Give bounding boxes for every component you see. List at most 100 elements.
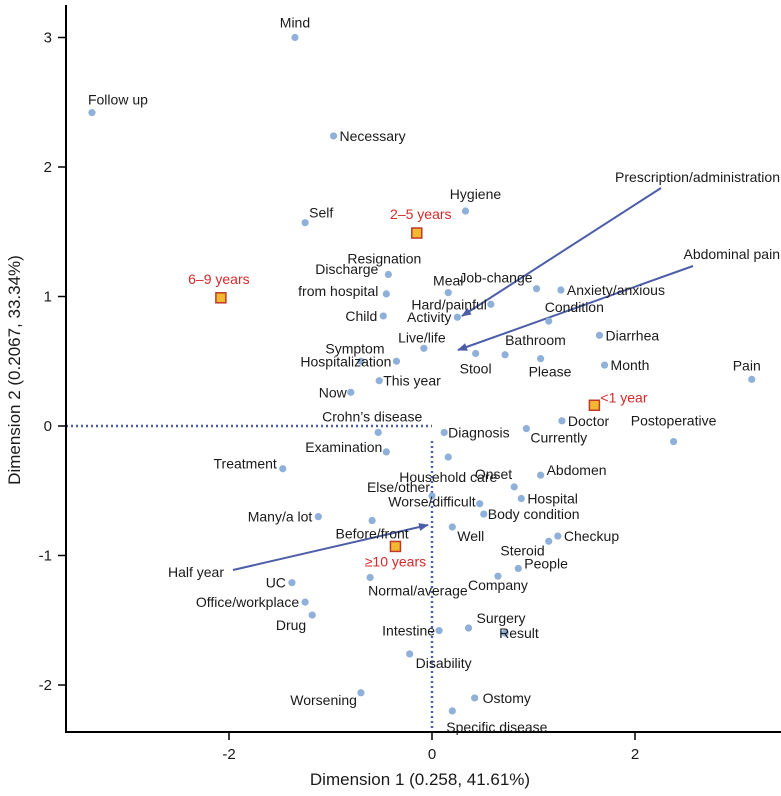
word-point-company — [494, 572, 502, 580]
word-point-diagnosis — [440, 428, 448, 437]
word-label-diarrhea: Diarrhea — [605, 327, 659, 343]
word-point-drug — [308, 611, 316, 619]
y-tick-label: -2 — [39, 677, 52, 694]
half-year-arrow — [232, 523, 429, 571]
group-label-10-years: ≥10 years — [365, 553, 426, 569]
word-point-disability — [406, 650, 414, 658]
word-label-people: People — [524, 555, 568, 571]
word-label-worsening: Worsening — [290, 692, 357, 708]
word-label-diagnosis: Diagnosis — [448, 424, 509, 440]
word-label-self: Self — [309, 205, 333, 221]
word-point-office-workplace — [301, 598, 309, 606]
group-label-6-9-years: 6–9 years — [188, 271, 249, 287]
word-label-disability: Disability — [416, 655, 472, 671]
word-label-specific-disease: Specific disease — [446, 719, 547, 735]
word-label-result: Result — [499, 625, 539, 641]
word-label-household-care: Household care — [399, 469, 497, 485]
word-label-child: Child — [345, 308, 377, 324]
word-label-anxiety-anxious: Anxiety/anxious — [567, 282, 665, 298]
word-label-treatment: Treatment — [214, 456, 277, 472]
word-label-currently: Currently — [530, 430, 587, 446]
word-point-bathroom — [501, 351, 509, 359]
word-label-stool: Stool — [460, 360, 492, 376]
word-point-examination — [382, 448, 390, 456]
word-point-worsening — [357, 689, 365, 697]
x-tick-label: -2 — [222, 746, 235, 763]
word-label-uc: UC — [266, 575, 286, 591]
word-label-body-condition: Body condition — [488, 506, 580, 522]
word-point-hospitalization — [392, 357, 401, 365]
word-point-ostomy — [471, 694, 479, 702]
word-label-doctor: Doctor — [568, 413, 610, 429]
word-point-checkup — [554, 532, 562, 540]
word-label-company: Company — [468, 577, 528, 593]
word-label-discharge-from-hospital: Discharge from hospital — [298, 261, 378, 299]
word-label-ostomy: Ostomy — [483, 690, 531, 706]
word-label-hygiene: Hygiene — [450, 186, 502, 202]
word-point-worse-difficult — [476, 500, 484, 508]
word-label-job-change: Job-change — [459, 270, 532, 286]
word-label-live-life: Live/life — [398, 329, 446, 345]
word-label-steroid: Steroid — [500, 542, 544, 558]
word-label-well: Well — [457, 528, 484, 544]
word-label-postoperative: Postoperative — [631, 413, 717, 429]
word-point-discharge-from-hospital — [382, 290, 390, 298]
word-point-steroid — [545, 537, 553, 545]
word-label-office-workplace: Office/workplace — [196, 594, 299, 610]
word-point-else-other — [428, 492, 436, 500]
word-point-postoperative — [669, 437, 678, 446]
y-tick-label: -1 — [39, 548, 52, 565]
word-point-uc — [288, 579, 296, 587]
word-point-treatment — [279, 465, 287, 473]
word-point-activity — [453, 313, 461, 321]
word-point-necessary — [329, 132, 338, 140]
word-point-household-care — [444, 453, 452, 461]
word-label-else-other: Else/other — [367, 479, 430, 495]
word-label-bathroom: Bathroom — [505, 332, 566, 348]
word-label-crohn-s-disease: Crohn’s disease — [322, 408, 422, 424]
word-label-follow-up: Follow up — [88, 92, 148, 108]
group-marker-6-9-years — [215, 292, 227, 304]
y-axis-title: Dimension 2 (0.2067, 33.34%) — [5, 255, 24, 485]
word-label-resignation: Resignation — [347, 250, 421, 266]
group-label-2-5-years: 2–5 years — [390, 206, 451, 222]
word-point-job-change — [532, 285, 541, 293]
group-marker-1-year — [588, 399, 601, 412]
word-point-live-life — [420, 344, 428, 352]
y-tick-label: 2 — [44, 159, 52, 176]
annotation-label-half-year: Half year — [168, 564, 224, 580]
word-label-before-front: Before/front — [336, 526, 409, 542]
word-point-crohn-s-disease — [374, 428, 382, 437]
word-point-before-front — [368, 516, 376, 525]
word-point-now — [347, 388, 355, 396]
word-point-specific-disease — [448, 707, 456, 715]
word-label-please: Please — [529, 364, 572, 380]
word-point-this-year — [375, 377, 383, 385]
word-label-pain: Pain — [733, 357, 761, 373]
word-label-many-a-lot: Many/a lot — [248, 509, 313, 525]
word-label-normal-average: Normal/average — [368, 583, 468, 599]
word-label-this-year: This year — [383, 373, 441, 389]
word-point-body-condition — [480, 510, 488, 518]
y-tick-label: 1 — [44, 289, 52, 306]
word-point-currently — [522, 424, 530, 433]
word-point-people — [514, 564, 522, 573]
y-tick-label: 0 — [44, 418, 52, 435]
word-point-normal-average — [366, 573, 374, 582]
word-point-child — [379, 312, 387, 320]
word-label-intestine: Intestine — [382, 623, 435, 639]
word-point-stool — [472, 349, 480, 358]
word-label-surgery: Surgery — [477, 610, 526, 626]
abdominal-pain-arrow — [457, 265, 694, 351]
word-point-diarrhea — [595, 331, 604, 339]
word-label-meal: Meal — [433, 273, 463, 289]
word-point-result — [501, 629, 509, 637]
word-label-hard-painful: Hard/painful — [411, 296, 487, 312]
word-point-surgery — [464, 624, 473, 632]
group-label-1-year: <1 year — [600, 389, 647, 405]
word-point-intestine — [435, 627, 443, 635]
word-point-well — [448, 523, 456, 531]
word-label-worse-difficult: Worse/difficult — [388, 494, 476, 510]
word-point-mind — [291, 33, 299, 42]
